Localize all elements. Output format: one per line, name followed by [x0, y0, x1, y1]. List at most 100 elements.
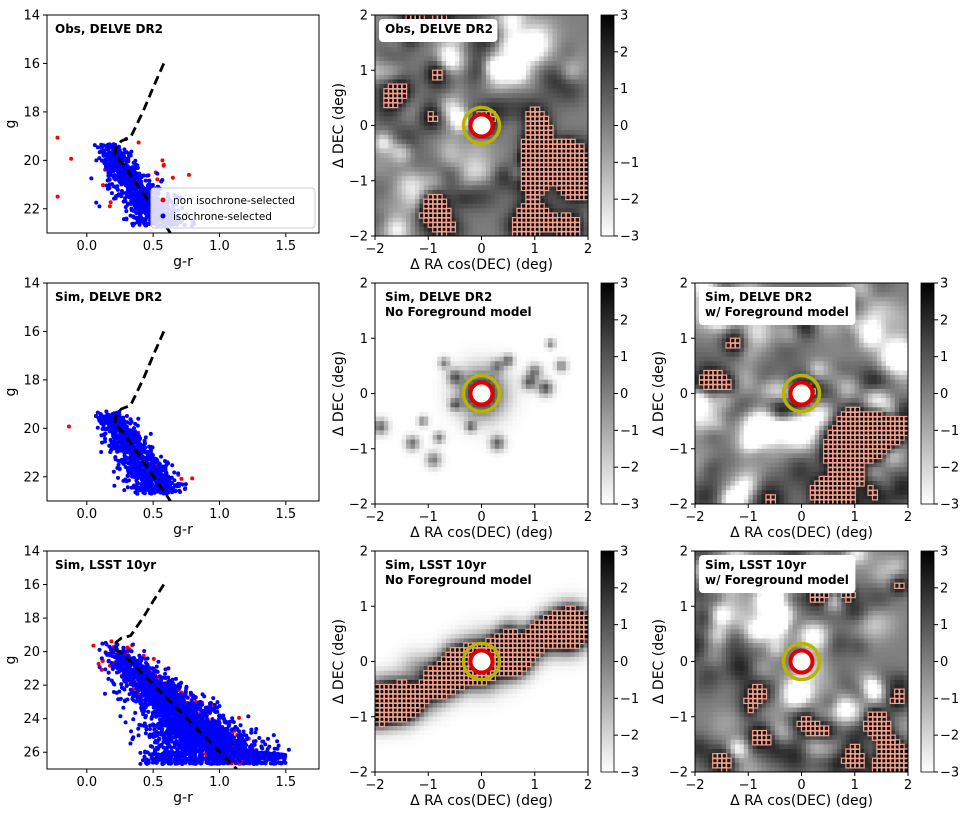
blue-point: [181, 731, 186, 736]
blue-point: [108, 450, 113, 455]
blue-point: [159, 728, 164, 733]
blue-point: [188, 755, 193, 760]
blue-point: [157, 462, 162, 467]
blue-point: [173, 717, 178, 722]
blue-point: [167, 758, 172, 763]
blue-point: [192, 696, 197, 701]
blue-point: [188, 714, 193, 719]
blue-point: [172, 478, 177, 483]
x-tick-label: 1.5: [275, 239, 296, 254]
blue-point: [111, 167, 116, 172]
blue-point: [100, 426, 105, 431]
blue-point: [110, 155, 115, 160]
blue-point: [124, 217, 129, 222]
blue-point: [167, 715, 172, 720]
blue-point: [131, 223, 136, 228]
blue-point: [163, 667, 168, 672]
blue-point: [131, 717, 136, 722]
blue-point: [137, 474, 142, 479]
blue-point: [183, 689, 188, 694]
blue-point: [222, 737, 227, 742]
blue-point: [220, 728, 225, 733]
blue-point: [115, 448, 120, 453]
blue-point: [140, 758, 145, 763]
blue-point: [249, 730, 254, 735]
x-tick-label: 0.0: [76, 239, 97, 254]
blue-point: [229, 728, 234, 733]
blue-point: [184, 704, 189, 709]
blue-point: [147, 484, 152, 489]
blue-point: [139, 656, 144, 661]
y-tick-label: 14: [23, 277, 40, 292]
blue-point: [113, 424, 118, 429]
blue-point: [143, 731, 148, 736]
y-axis-label: g: [3, 388, 19, 397]
blue-point: [105, 651, 110, 656]
blue-point: [100, 414, 105, 419]
blue-point: [140, 185, 145, 190]
blue-point: [100, 440, 105, 445]
blue-point: [241, 729, 246, 734]
blue-point: [129, 201, 134, 206]
y-tick-label: 22: [23, 202, 40, 217]
blue-point: [129, 206, 134, 211]
blue-point: [117, 659, 122, 664]
red-point: [108, 200, 113, 205]
blue-point: [106, 419, 111, 424]
blue-point: [128, 470, 133, 475]
blue-point: [106, 156, 111, 161]
blue-point: [129, 432, 134, 437]
blue-point: [146, 173, 151, 178]
blue-point: [110, 416, 115, 421]
blue-point: [111, 650, 116, 655]
y-axis-label: g: [3, 120, 19, 129]
blue-point: [168, 489, 173, 494]
blue-point: [137, 660, 142, 665]
blue-point: [111, 469, 116, 474]
blue-point: [119, 682, 124, 687]
blue-point: [189, 691, 194, 696]
blue-point: [242, 740, 247, 745]
blue-point: [118, 714, 123, 719]
blue-point: [156, 659, 161, 664]
blue-point: [125, 446, 130, 451]
blue-point: [120, 686, 125, 691]
red-point: [55, 135, 60, 140]
blue-point: [271, 733, 276, 738]
blue-point: [163, 469, 168, 474]
blue-point: [143, 221, 148, 226]
blue-point: [176, 471, 181, 476]
blue-point: [160, 178, 165, 183]
blue-point: [189, 745, 194, 750]
blue-point: [143, 217, 148, 222]
blue-point: [115, 187, 120, 192]
blue-point: [143, 450, 148, 455]
blue-point: [278, 760, 283, 765]
red-point: [107, 204, 112, 209]
blue-point: [140, 481, 145, 486]
blue-point: [137, 444, 142, 449]
blue-point: [110, 173, 115, 178]
blue-point: [163, 718, 168, 723]
blue-point: [168, 726, 173, 731]
blue-point: [126, 648, 131, 653]
blue-point: [249, 743, 254, 748]
blue-point: [109, 445, 114, 450]
blue-point: [140, 454, 145, 459]
blue-point: [168, 729, 173, 734]
blue-point: [130, 165, 135, 170]
blue-point: [155, 733, 160, 738]
blue-point: [286, 747, 291, 752]
blue-point: [99, 656, 104, 661]
blue-point: [108, 423, 113, 428]
blue-point: [120, 176, 125, 181]
cmd-points: [55, 62, 197, 233]
blue-point: [103, 439, 108, 444]
blue-point: [156, 468, 161, 473]
blue-point: [211, 726, 216, 731]
blue-point: [196, 700, 201, 705]
red-point: [96, 661, 101, 666]
blue-point: [212, 703, 217, 708]
blue-point: [217, 713, 222, 718]
